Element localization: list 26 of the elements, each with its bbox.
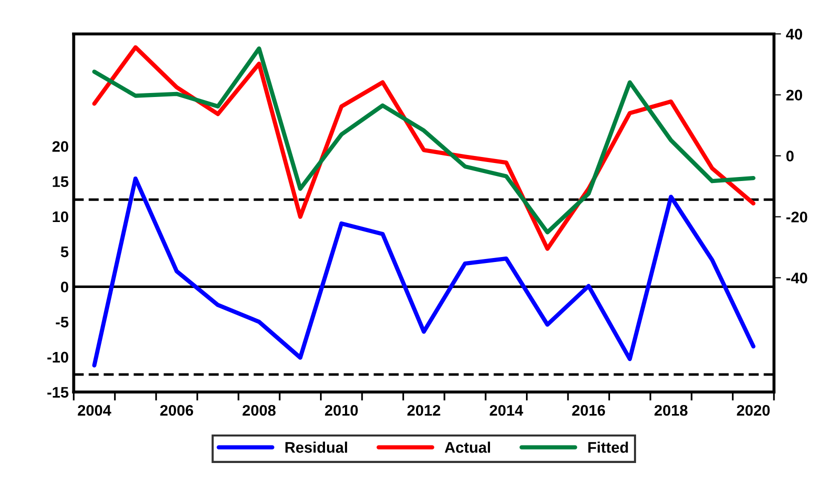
legend-label: Actual (444, 442, 490, 453)
y2-tick-label: -40 (786, 272, 808, 284)
x-tick-label: 2006 (160, 404, 194, 416)
y-tick-label: 10 (52, 211, 68, 222)
x-tick-label: 2008 (242, 404, 276, 416)
x-tick-label: 2012 (407, 404, 440, 416)
x-tick-label: 2010 (324, 404, 358, 416)
y-tick-label: 5 (60, 246, 68, 258)
y-tick-label: -10 (47, 352, 68, 363)
x-tick-label: 2014 (490, 404, 524, 416)
line-series (92, 176, 756, 368)
y-tick-label: 20 (52, 141, 68, 152)
legend-label: Residual (285, 442, 348, 453)
y2-tick-label: 0 (786, 150, 794, 162)
x-tick-label: 2020 (736, 404, 770, 416)
y-tick-label: -15 (47, 387, 68, 398)
y2-tick-label: 40 (786, 28, 802, 40)
y-tick-label: 0 (60, 282, 68, 292)
y-tick-label: -5 (56, 316, 68, 328)
y2-tick-label: 20 (786, 90, 802, 101)
x-tick-label: 2004 (78, 404, 112, 416)
x-tick-label: 2016 (572, 404, 606, 416)
y2-tick-label: -20 (786, 212, 808, 222)
y-tick-label: 15 (52, 176, 68, 188)
legend-label: Fitted (588, 442, 628, 453)
x-tick-label: 2018 (654, 404, 688, 416)
